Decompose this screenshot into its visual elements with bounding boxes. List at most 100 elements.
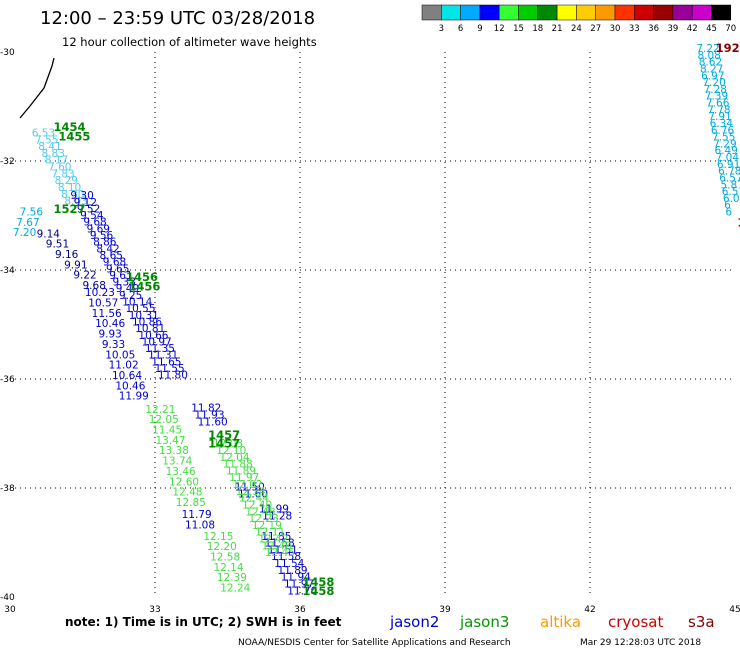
swh-value: 7.20: [13, 227, 36, 239]
swh-value: 5.87: [721, 179, 740, 191]
pass-time-label: 1454: [54, 120, 86, 134]
pass-time-label: 1456: [128, 280, 160, 294]
color-scale-label: 6: [458, 24, 463, 34]
swh-value: 6.57: [719, 172, 740, 184]
swh-value: 7.66: [706, 98, 730, 110]
swh-value: 7.29: [713, 138, 736, 150]
swh-value: 8.42: [96, 243, 119, 255]
longitude-tick-label: 36: [294, 605, 306, 615]
pass-time-label: 1458: [302, 584, 334, 598]
swh-value: 9.61: [109, 270, 132, 282]
swh-value: 7.55: [712, 132, 735, 144]
swh-value: 9.51: [46, 239, 69, 251]
track-pass: 9.149.519.169.919.229.68: [37, 228, 106, 292]
swh-value: 12.42: [258, 534, 288, 546]
color-scale-label: 33: [629, 24, 640, 34]
swh-value: 8.08: [698, 50, 721, 62]
color-scale-label: 21: [552, 24, 563, 34]
swh-value: 8.83: [42, 148, 65, 160]
swh-value: 11.54: [274, 558, 304, 570]
color-scale-swatch: [460, 4, 481, 21]
swh-value: 8.86: [93, 237, 117, 249]
swh-value: 7.55: [35, 134, 58, 146]
swh-value: 12.24: [220, 583, 250, 595]
color-scale-swatch: [691, 4, 712, 21]
swh-value: 12.05: [149, 414, 179, 426]
color-scale-swatch: [576, 4, 596, 21]
swh-value: 12.48: [245, 506, 275, 518]
swh-value: 12.39: [217, 572, 247, 584]
swh-value: 9.91: [64, 259, 87, 271]
swh-value: 11.94: [281, 572, 311, 584]
track-pass: 9.309.129.529.549.689.699.568.868.428.65…: [70, 190, 187, 382]
swh-value: 11.55: [155, 363, 185, 375]
longitude-tick-label: 39: [439, 605, 451, 615]
satellite-legend-cryosat: cryosat: [608, 613, 663, 631]
swh-value: 9.33: [102, 339, 125, 351]
swh-value: 8.65: [100, 250, 123, 262]
axis-labels: 30 33 36 39 42 45 -30 -32 -34 -36 -38 -40: [0, 48, 740, 615]
swh-value: 10.86: [132, 316, 162, 328]
pass-time-label: 1456: [126, 270, 158, 284]
swh-value: 7.22: [696, 43, 719, 55]
swh-value: 8.29: [55, 175, 78, 187]
color-scale-swatch: [711, 4, 732, 21]
color-scale-label: 27: [590, 24, 601, 34]
swh-value: 10.81: [135, 323, 165, 335]
swh-value: 8.30: [61, 189, 84, 201]
swh-value: 11.08: [185, 519, 215, 531]
color-scale-label: 12: [494, 24, 505, 34]
color-scale-swatch: [441, 4, 461, 21]
swh-value: 9.25: [119, 290, 142, 302]
color-scale-label: 39: [667, 24, 678, 34]
satellite-legend-altika: altika: [540, 613, 581, 631]
swh-value: 12.04: [219, 452, 249, 464]
swh-value: 11.79: [182, 509, 212, 521]
swh-value: 12.48: [172, 487, 202, 499]
color-scale-label: 36: [648, 24, 659, 34]
latitude-tick-label: -30: [0, 48, 15, 58]
swh-value: 9.68: [83, 280, 106, 292]
swh-value: 12.15: [203, 531, 233, 543]
swh-value: 10.66: [138, 330, 168, 342]
swh-value: 11.99: [119, 391, 149, 403]
swh-value: 10.46: [95, 318, 125, 330]
color-scale-swatch: [595, 4, 616, 21]
color-scale-swatch: [518, 4, 539, 21]
swh-value: 11.89: [226, 465, 256, 477]
swh-value: 11.93: [194, 410, 224, 422]
satellite-tracks: 6.537.558.418.838.177.607.838.298.108.30…: [13, 43, 740, 597]
swh-value: 10.14: [122, 297, 152, 309]
longitude-tick-label: 45: [729, 605, 740, 615]
swh-value: 10.64: [112, 370, 142, 382]
swh-value: 8.27: [700, 63, 723, 75]
color-scale-swatch: [498, 4, 519, 21]
pass-time-label: 1457: [208, 428, 240, 442]
longitude-tick-label: 30: [4, 605, 16, 615]
swh-value: 12.44: [239, 493, 269, 505]
swh-value: 8.62: [699, 57, 722, 69]
swh-value: 9.22: [73, 270, 96, 282]
swh-value: 12.58: [210, 551, 240, 563]
swh-value: 11.51: [268, 544, 298, 556]
swh-value: 11.60: [198, 416, 228, 428]
satellite-legend-jason2: jason2: [389, 613, 439, 631]
swh-value: 11.28: [262, 510, 292, 522]
swh-value: 7.91: [708, 111, 731, 123]
swh-value: 13.47: [155, 435, 185, 447]
swh-value: 7.83: [51, 168, 74, 180]
swh-value: 11.99: [259, 504, 289, 516]
swh-value: 12.02: [232, 479, 262, 491]
swh-value: 9.14: [37, 228, 61, 240]
color-scale-label: 15: [513, 24, 524, 34]
swh-value: 12.10: [216, 445, 246, 457]
swh-value: 12.40: [242, 499, 272, 511]
swh-value: 11.58: [271, 551, 301, 563]
swh-value: 6.78: [718, 166, 740, 178]
swh-value: 11.65: [151, 356, 181, 368]
swh-value: 6.5: [722, 186, 739, 198]
